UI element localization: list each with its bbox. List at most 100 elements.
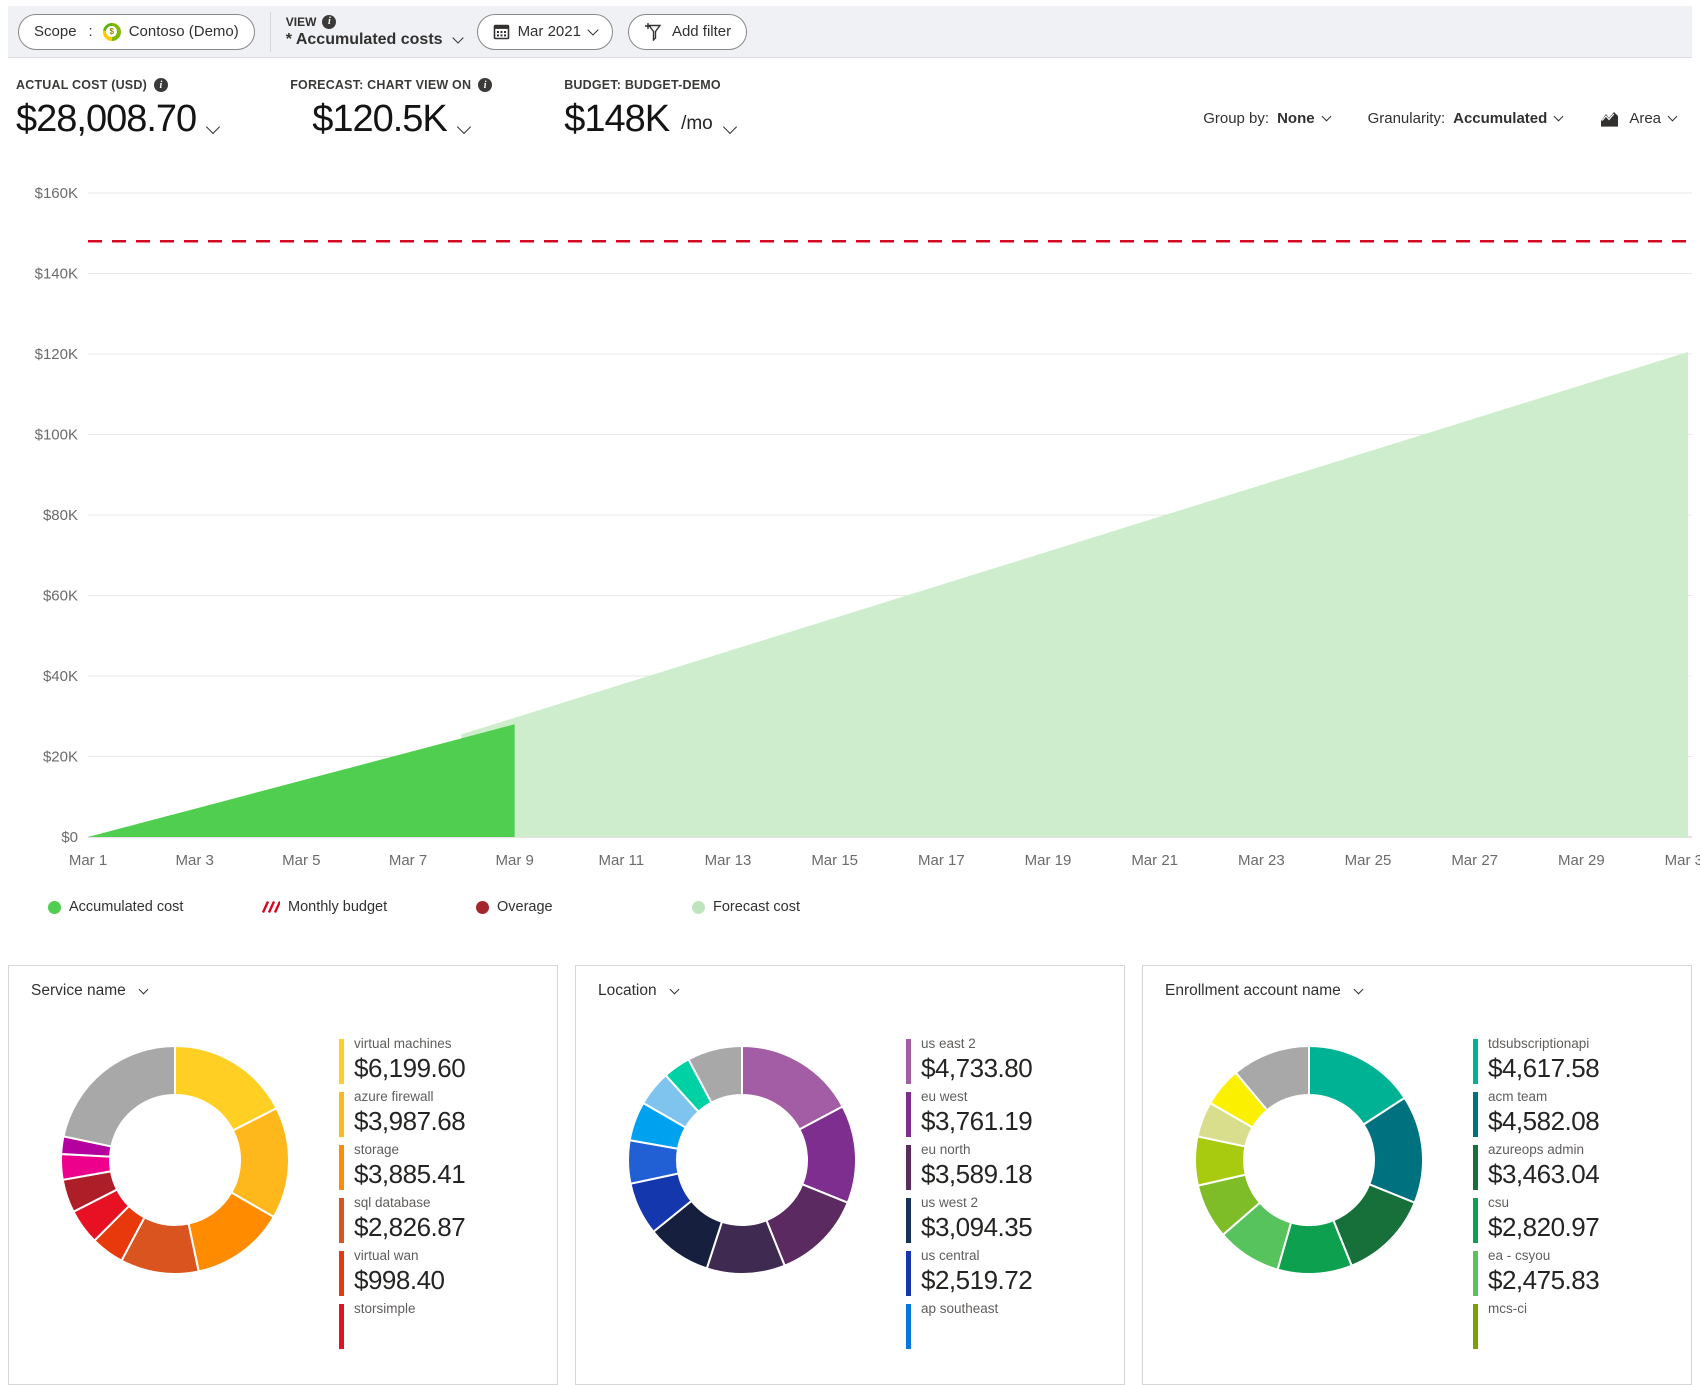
- enrollment-account-name-donut-chart: [1194, 1044, 1424, 1275]
- y-axis-label: $140K: [35, 266, 78, 283]
- y-axis-label: $20K: [43, 749, 78, 766]
- legend-item-azure-firewall: azure firewall $3,987.68: [339, 1089, 549, 1137]
- granularity-value: Accumulated: [1453, 110, 1548, 127]
- legend-label: tdsubscriptionapi: [1488, 1036, 1590, 1051]
- hatch-swatch-icon: [262, 901, 280, 913]
- donut-segment: [1234, 1044, 1310, 1112]
- actual-cost-label: ACTUAL COST (USD): [16, 78, 147, 92]
- chevron-down-icon: [451, 31, 464, 44]
- panel-title: Service name: [31, 982, 126, 999]
- x-axis-label: Mar 5: [282, 852, 320, 869]
- legend-item-storsimple: storsimple: [339, 1301, 549, 1349]
- legend-label: us west 2: [921, 1195, 979, 1210]
- legend-value: $3,589.18: [921, 1159, 1033, 1189]
- legend-label: virtual machines: [354, 1036, 452, 1051]
- legend-label: us east 2: [921, 1036, 976, 1051]
- legend-item-us-west-2: us west 2 $3,094.35: [906, 1195, 1116, 1243]
- forecast-label: FORECAST: CHART VIEW ON: [290, 78, 472, 92]
- donut-segment: [687, 1044, 743, 1104]
- overage-swatch-icon: [476, 900, 489, 914]
- legend-value: $3,885.41: [354, 1159, 466, 1189]
- kpi-forecast: FORECAST: CHART VIEW ON $120.5K: [290, 78, 493, 141]
- info-icon[interactable]: [153, 78, 168, 92]
- legend-swatch: [906, 1092, 911, 1137]
- legend-label: sql database: [354, 1195, 431, 1210]
- y-axis-label: $40K: [43, 668, 78, 685]
- legend-item-tdsubscriptionapi: tdsubscriptionapi $4,617.58: [1473, 1036, 1683, 1084]
- info-icon[interactable]: [478, 78, 493, 92]
- y-axis-label: $80K: [43, 507, 78, 524]
- legend-value: $6,199.60: [354, 1053, 466, 1083]
- chart-controls: Group by: None Granularity: Accumulated …: [1203, 110, 1684, 127]
- legend-label: us central: [921, 1248, 980, 1263]
- chevron-down-icon: [1667, 111, 1678, 122]
- legend-label: storage: [354, 1142, 400, 1157]
- info-icon[interactable]: [322, 14, 337, 29]
- panel-dropdown-location[interactable]: Location: [598, 982, 680, 1000]
- legend-value: $2,820.97: [1488, 1212, 1600, 1242]
- panel-title: Enrollment account name: [1165, 982, 1341, 999]
- kpi-label-row: FORECAST: CHART VIEW ON: [290, 78, 493, 92]
- add-filter-button[interactable]: Add filter: [627, 13, 748, 50]
- kpi-row: ACTUAL COST (USD) $28,008.70 FORECAST: C…: [0, 78, 1700, 141]
- legend-item-overage: Overage: [476, 899, 553, 915]
- legend-swatch: [906, 1304, 911, 1349]
- legend-swatch: [339, 1251, 344, 1296]
- x-axis-label: Mar 3: [175, 852, 213, 869]
- x-axis-label: Mar 27: [1451, 852, 1498, 869]
- granularity-selector[interactable]: Granularity: Accumulated: [1367, 110, 1564, 127]
- actual-cost-dropdown[interactable]: $28,008.70: [16, 98, 221, 141]
- command-bar: Scope : Contoso (Demo) VIEW * Accumulate…: [8, 6, 1692, 58]
- legend-label: csu: [1488, 1195, 1510, 1210]
- legend-value: $3,761.19: [921, 1106, 1033, 1136]
- legend-item-ap-southeast: ap southeast: [906, 1301, 1116, 1349]
- budget-dropdown[interactable]: $148K /mo: [564, 98, 737, 141]
- date-range-value: Mar 2021: [517, 23, 581, 40]
- legend-label: azure firewall: [354, 1089, 434, 1104]
- legend-swatch: [1473, 1092, 1478, 1137]
- x-axis-label: Mar 23: [1238, 852, 1285, 869]
- chevron-down-icon: [1553, 111, 1564, 122]
- legend-value: $4,617.58: [1488, 1053, 1600, 1083]
- chevron-down-icon: [722, 119, 737, 135]
- legend-value: $3,987.68: [354, 1106, 466, 1136]
- chevron-down-icon: [587, 23, 599, 36]
- kpi-label-row: ACTUAL COST (USD): [16, 78, 218, 92]
- panel-dropdown-service-name[interactable]: Service name: [31, 982, 149, 1000]
- date-range-picker[interactable]: Mar 2021: [476, 13, 613, 50]
- group-by-selector[interactable]: Group by: None: [1203, 110, 1332, 127]
- view-dropdown[interactable]: * Accumulated costs: [286, 31, 464, 49]
- legend-item-virtual-machines: virtual machines $6,199.60: [339, 1036, 549, 1084]
- budget-label: BUDGET: BUDGET-DEMO: [564, 78, 721, 92]
- legend-value: $2,519.72: [921, 1265, 1033, 1295]
- divider: [269, 11, 271, 52]
- legend-swatch: [1473, 1304, 1478, 1349]
- legend-label: ea - csyou: [1488, 1248, 1551, 1263]
- panel-dropdown-enrollment-account-name[interactable]: Enrollment account name: [1165, 982, 1364, 1000]
- view-label: VIEW: [285, 14, 317, 29]
- kpi-budget: BUDGET: BUDGET-DEMO $148K /mo: [564, 78, 737, 141]
- accumulated-cost-swatch-icon: [48, 900, 61, 914]
- scope-selector[interactable]: Scope : Contoso (Demo): [18, 13, 255, 50]
- legend-value: $3,463.04: [1488, 1159, 1600, 1189]
- forecast-dropdown[interactable]: $120.5K: [290, 98, 492, 141]
- x-axis-label: Mar 25: [1345, 852, 1392, 869]
- legend-item-mcs-ci: mcs-ci: [1473, 1301, 1683, 1349]
- legend-swatch: [1473, 1039, 1478, 1084]
- legend-value: $3,094.35: [921, 1212, 1033, 1242]
- y-axis-label: $0: [61, 829, 78, 846]
- service-name-donut-chart: [60, 1044, 290, 1275]
- legend-swatch: [906, 1039, 911, 1084]
- budget-value: $148K: [564, 98, 670, 140]
- view-label-row: VIEW: [285, 14, 462, 29]
- y-axis-label: $160K: [35, 185, 78, 202]
- breakdown-panel-enrollment-account-name: Enrollment account name tdsubscriptionapi…: [1142, 965, 1692, 1385]
- legend-label: Overage: [497, 899, 553, 915]
- legend-label: eu west: [921, 1089, 968, 1104]
- breakdown-panels: Service name virtual machines $6,199.60 azu…: [8, 965, 1692, 1385]
- granularity-label: Granularity:: [1367, 110, 1446, 127]
- legend-label: storsimple: [354, 1301, 416, 1316]
- chart-type-selector[interactable]: Area: [1600, 110, 1678, 127]
- legend-swatch: [906, 1145, 911, 1190]
- legend-label: ap southeast: [921, 1301, 999, 1316]
